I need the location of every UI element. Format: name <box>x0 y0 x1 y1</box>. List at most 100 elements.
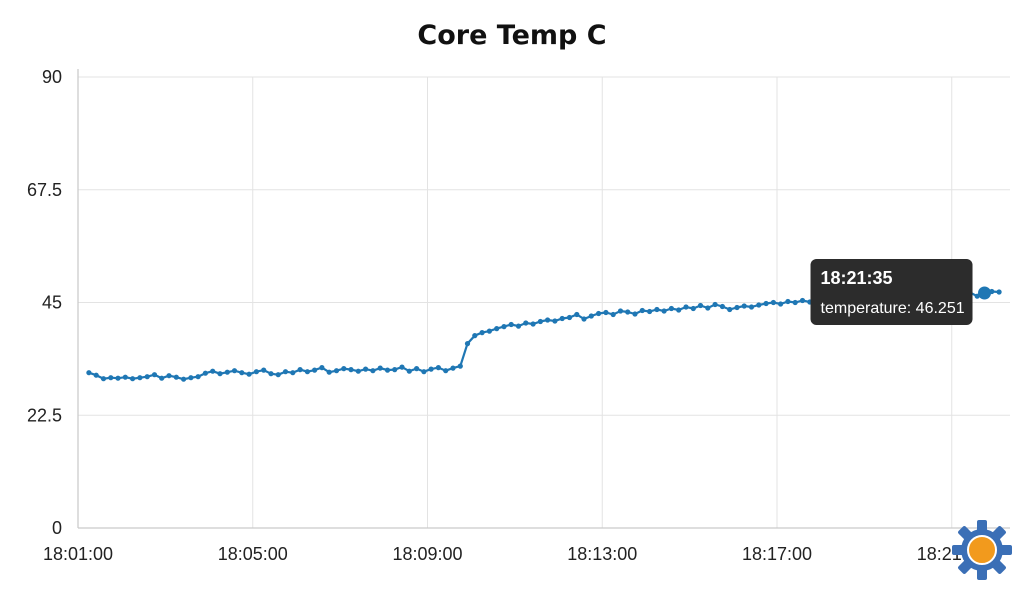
data-point[interactable] <box>574 311 580 318</box>
data-point[interactable] <box>697 302 704 309</box>
data-point[interactable] <box>144 374 150 380</box>
data-point[interactable] <box>785 298 791 305</box>
gear-icon[interactable] <box>952 520 1012 580</box>
data-point[interactable] <box>246 371 252 377</box>
data-point[interactable] <box>712 301 718 308</box>
data-point[interactable] <box>392 367 398 373</box>
data-point[interactable] <box>406 368 412 374</box>
data-point[interactable] <box>399 364 405 370</box>
data-point[interactable] <box>494 326 500 332</box>
data-point[interactable] <box>290 370 296 376</box>
data-point[interactable] <box>734 304 740 311</box>
data-point[interactable] <box>377 365 383 371</box>
data-point[interactable] <box>108 375 114 381</box>
data-point[interactable] <box>224 369 230 375</box>
data-point[interactable] <box>799 297 806 304</box>
data-point[interactable] <box>319 365 325 371</box>
data-point[interactable] <box>457 363 463 369</box>
data-point[interactable] <box>552 318 558 324</box>
data-point[interactable] <box>261 367 267 373</box>
data-point[interactable] <box>159 375 165 381</box>
data-point[interactable] <box>166 373 172 379</box>
data-point[interactable] <box>472 333 478 339</box>
data-point[interactable] <box>217 371 223 377</box>
data-point[interactable] <box>450 365 456 371</box>
data-point[interactable] <box>297 367 303 373</box>
data-point[interactable] <box>173 374 179 380</box>
data-point[interactable] <box>435 365 441 371</box>
data-point[interactable] <box>596 310 602 317</box>
data-point[interactable] <box>443 368 449 374</box>
data-point[interactable] <box>654 306 660 313</box>
data-point[interactable] <box>625 309 631 315</box>
data-point[interactable] <box>268 371 274 377</box>
data-point[interactable] <box>115 375 121 381</box>
data-point[interactable] <box>428 366 434 372</box>
data-point[interactable] <box>195 374 201 380</box>
data-point[interactable] <box>414 366 420 372</box>
data-point[interactable] <box>501 324 507 330</box>
data-point[interactable] <box>370 368 376 374</box>
data-point[interactable] <box>996 289 1002 295</box>
data-point[interactable] <box>282 369 289 375</box>
data-point[interactable] <box>464 341 471 347</box>
data-point[interactable] <box>86 370 92 376</box>
data-point[interactable] <box>989 288 995 295</box>
data-point[interactable] <box>312 367 318 373</box>
data-point[interactable] <box>639 307 645 314</box>
data-point[interactable] <box>239 370 245 376</box>
data-point[interactable] <box>756 302 762 308</box>
data-point[interactable] <box>676 307 682 313</box>
data-point[interactable] <box>647 308 653 315</box>
data-point[interactable] <box>741 303 747 309</box>
data-point[interactable] <box>719 303 726 310</box>
data-point[interactable] <box>690 305 696 312</box>
data-point[interactable] <box>231 368 238 374</box>
data-point[interactable] <box>763 300 769 307</box>
data-point[interactable] <box>122 374 128 380</box>
data-point[interactable] <box>508 321 514 328</box>
data-point[interactable] <box>421 369 427 375</box>
data-point[interactable] <box>275 372 281 378</box>
data-point[interactable] <box>253 369 259 375</box>
data-point[interactable] <box>304 369 310 375</box>
data-point[interactable] <box>778 301 784 307</box>
data-point[interactable] <box>661 308 667 314</box>
data-point[interactable] <box>603 309 609 316</box>
data-point[interactable] <box>515 323 522 329</box>
data-point[interactable] <box>363 366 369 372</box>
data-point[interactable] <box>530 321 536 327</box>
data-point[interactable] <box>181 376 187 382</box>
data-point[interactable] <box>486 328 492 334</box>
data-point[interactable] <box>137 375 143 381</box>
data-point[interactable] <box>93 372 99 378</box>
data-point[interactable] <box>100 376 107 382</box>
data-point[interactable] <box>523 320 529 326</box>
data-point[interactable] <box>384 367 391 373</box>
data-point[interactable] <box>355 368 361 374</box>
data-point[interactable] <box>559 315 565 322</box>
data-point[interactable] <box>151 372 158 378</box>
data-point[interactable] <box>632 311 638 317</box>
data-point[interactable] <box>727 306 733 313</box>
data-point[interactable] <box>610 311 616 318</box>
data-point[interactable] <box>537 318 544 325</box>
data-point[interactable] <box>748 304 755 310</box>
data-point[interactable] <box>341 366 347 372</box>
data-point[interactable] <box>545 317 551 323</box>
data-point[interactable] <box>617 308 624 314</box>
data-point[interactable] <box>326 369 332 375</box>
data-point[interactable] <box>770 299 777 306</box>
data-point[interactable] <box>210 368 216 374</box>
data-point[interactable] <box>566 314 573 321</box>
data-point-hovered[interactable] <box>978 286 991 300</box>
data-point[interactable] <box>348 367 354 373</box>
data-point[interactable] <box>668 305 675 312</box>
data-point[interactable] <box>581 316 587 322</box>
data-point[interactable] <box>188 375 194 381</box>
data-point[interactable] <box>479 330 485 336</box>
data-point[interactable] <box>683 304 689 310</box>
data-point[interactable] <box>333 368 340 374</box>
data-point[interactable] <box>705 305 711 311</box>
data-point[interactable] <box>792 299 798 306</box>
